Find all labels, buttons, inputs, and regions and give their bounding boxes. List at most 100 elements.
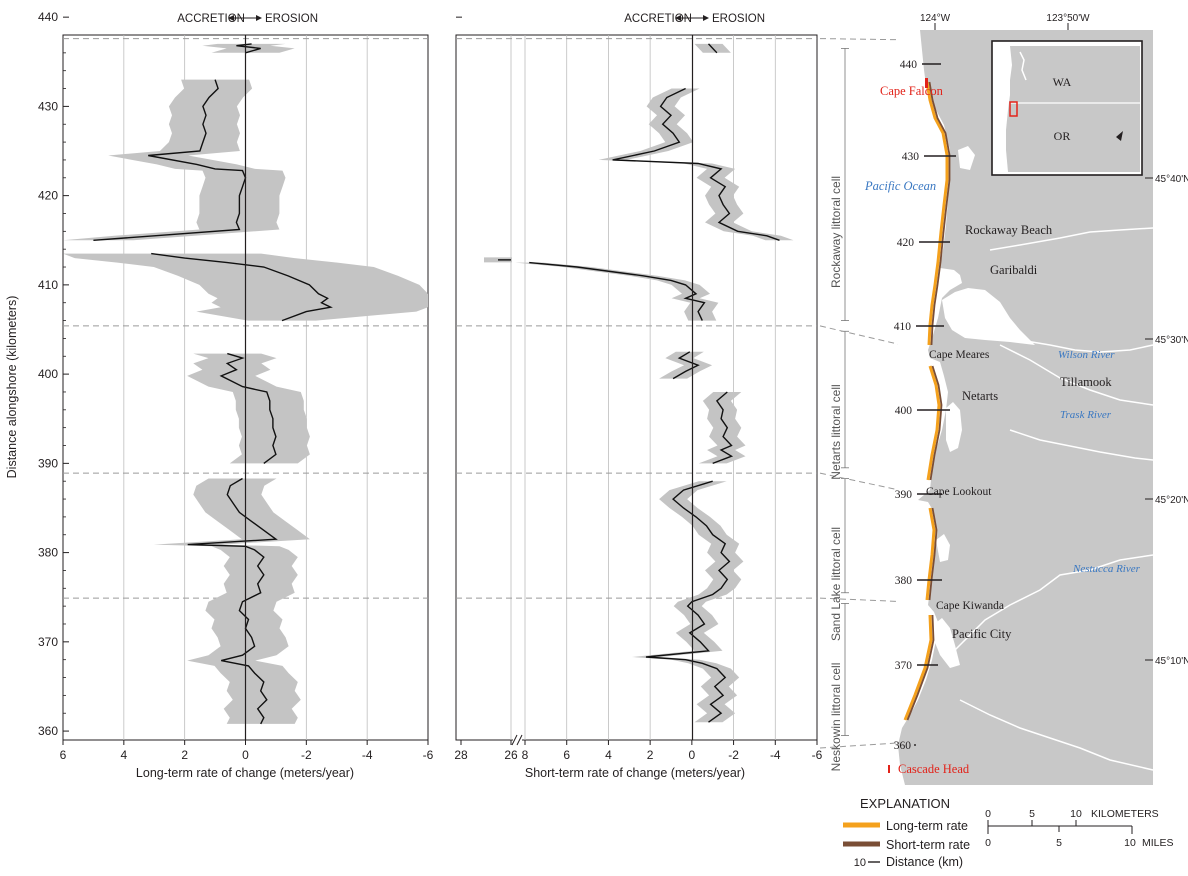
scale-mi-0: 0 <box>985 837 991 849</box>
short-term-coast-line <box>928 81 951 346</box>
nestucca-river <box>954 554 1154 651</box>
lon-label-124: 124°W <box>920 13 951 24</box>
distance-label: 440 <box>900 59 918 71</box>
long-term-coast-line <box>926 365 941 481</box>
uncertainty-band <box>515 262 719 321</box>
y-axis-label: Distance alongshore (kilometers) <box>5 296 19 479</box>
inset-label-or: OR <box>1054 129 1071 143</box>
cell-label-sandlake: Sand Lake littoral cell <box>829 527 843 641</box>
nehalem-bay <box>958 146 975 170</box>
place-pacific-ocean: Pacific Ocean <box>864 179 936 193</box>
scale-km-unit: KILOMETERS <box>1091 808 1159 820</box>
long-term-coast-line <box>925 81 949 346</box>
place-netarts: Netarts <box>962 389 998 403</box>
wilson-river <box>1019 339 1154 353</box>
x-tick-label: -2 <box>301 748 312 762</box>
x-tick-label: 6 <box>60 748 67 762</box>
x-tick-label: 6 <box>563 748 570 762</box>
nestucca-bay <box>933 618 960 668</box>
long-term-erosion-label: EROSION <box>265 13 318 25</box>
legend-long-term-label: Long-term rate <box>886 819 968 833</box>
cell-label-neskowin: Neskowin littoral cell <box>829 663 843 772</box>
distance-label: 420 <box>897 237 915 249</box>
legend-distance-label: Distance (km) <box>886 855 963 869</box>
x-tick-label: -6 <box>812 748 823 762</box>
uncertainty-band <box>698 392 746 464</box>
rate-line-segment <box>529 261 706 321</box>
x-tick-label: 28 <box>454 748 468 762</box>
x-tick-label: -4 <box>362 748 373 762</box>
double-arrow-icon <box>228 15 262 21</box>
short-term-coast-line <box>906 614 935 721</box>
x-tick-label: -6 <box>423 748 434 762</box>
y-tick-label: 380 <box>38 546 58 560</box>
land <box>898 30 1153 785</box>
inset-land <box>1006 46 1140 172</box>
x-tick-label: 26 <box>504 748 518 762</box>
long-term-x-ticks: 6 4 2 0 -2 -4 -6 <box>60 740 434 762</box>
uncertainty-band <box>632 481 744 723</box>
short-term-accretion-label: ACCRETION <box>624 13 692 25</box>
cascade-head-marker <box>888 765 890 773</box>
x-tick-label: 4 <box>120 748 127 762</box>
place-nestucca-river: Nestucca River <box>1072 563 1141 575</box>
scale-km-0: 0 <box>985 808 991 820</box>
scale-mi-10: 10 <box>1124 837 1136 849</box>
short-term-coast-line <box>929 365 943 481</box>
y-tick-label: 430 <box>38 99 58 113</box>
x-tick-label: 8 <box>522 748 529 762</box>
sand-lake <box>936 534 950 562</box>
uncertainty-band <box>598 88 794 241</box>
scale-mi-unit: MILES <box>1142 837 1174 849</box>
rate-line-segment <box>645 480 731 723</box>
netarts-bay <box>946 402 962 452</box>
axis-break-icon <box>511 734 523 746</box>
x-tick-label: 2 <box>647 748 654 762</box>
long-term-coast-line <box>925 507 936 601</box>
y-tick-label: 390 <box>38 456 58 470</box>
y-tick-label: 420 <box>38 189 58 203</box>
y-tick-label: 410 <box>38 278 58 292</box>
distance-label: 380 <box>895 575 913 587</box>
distance-label: 400 <box>895 405 913 417</box>
place-cape-kiwanda: Cape Kiwanda <box>936 600 1004 612</box>
inset-marker <box>1116 131 1123 141</box>
lon-label-12350: 123°50'W <box>1046 13 1090 24</box>
rate-line-segment <box>612 87 780 241</box>
place-cascade-head: Cascade Head <box>898 762 970 776</box>
legend-title: EXPLANATION <box>860 796 950 811</box>
short-term-rate-line <box>498 43 780 723</box>
river-branch <box>1009 429 1154 461</box>
y-axis-ticks: 360 370 380 390 400 410 420 430 440 <box>38 10 462 738</box>
trask-river <box>999 344 1154 406</box>
short-term-coast-line <box>928 507 938 601</box>
x-tick-label: -4 <box>770 748 781 762</box>
distance-markers: 440 430 420 410 400 390 380 370 360 <box>894 59 956 752</box>
distance-label: 370 <box>895 660 913 672</box>
cape-falcon-marker <box>925 78 928 88</box>
y-tick-label: 400 <box>38 367 58 381</box>
lat-label-4540: 45°40'N <box>1155 174 1188 185</box>
rate-line-segment <box>712 391 734 465</box>
scale-km-5: 5 <box>1029 808 1035 820</box>
y-tick-label: 370 <box>38 635 58 649</box>
scale-km-10: 10 <box>1070 808 1082 820</box>
place-cape-meares: Cape Meares <box>929 349 990 361</box>
short-term-x-ticks: 28 26 8 6 4 2 0 -2 -4 -6 <box>454 740 823 762</box>
short-term-panel: 28 26 8 6 4 2 0 -2 -4 -6 ACCRETION EROSION Short-… <box>454 13 822 780</box>
place-cape-falcon-1: Cape Falcon <box>880 84 944 98</box>
lat-label-4510: 45°10'N <box>1155 656 1188 667</box>
x-tick-label: 0 <box>242 748 249 762</box>
y-tick-label: 360 <box>38 724 58 738</box>
cell-label-rockaway: Rockaway littoral cell <box>829 176 843 288</box>
map-connector <box>819 741 913 749</box>
place-garibaldi: Garibaldi <box>990 263 1038 277</box>
legend: EXPLANATION Long-term rate Short-term ra… <box>843 796 970 869</box>
inset-label-wa: WA <box>1053 75 1072 89</box>
scale-mi-5: 5 <box>1056 837 1062 849</box>
x-tick-label: -2 <box>728 748 739 762</box>
uncertainty-band <box>202 43 295 53</box>
x-tick-label: 4 <box>605 748 612 762</box>
short-term-erosion-label: EROSION <box>712 13 765 25</box>
